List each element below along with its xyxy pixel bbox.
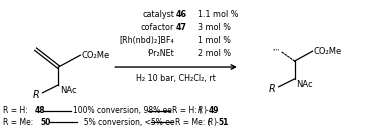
Text: CO₂Me: CO₂Me xyxy=(81,51,110,60)
Text: R: R xyxy=(269,84,276,94)
Text: 50: 50 xyxy=(40,118,51,127)
Text: 100% conversion, 98% ee: 100% conversion, 98% ee xyxy=(73,106,172,115)
Text: [Rh(nbd)₂]BF₄: [Rh(nbd)₂]BF₄ xyxy=(119,36,174,45)
Text: NAc: NAc xyxy=(60,86,77,95)
Text: '''': '''' xyxy=(272,49,280,54)
Text: CO₂Me: CO₂Me xyxy=(313,47,342,56)
Text: R = Me: (: R = Me: ( xyxy=(175,118,211,127)
Text: R = Me:: R = Me: xyxy=(3,118,35,127)
Text: R = H:: R = H: xyxy=(3,106,30,115)
Text: 46: 46 xyxy=(176,10,187,19)
Text: H₂ 10 bar, CH₂Cl₂, rt: H₂ 10 bar, CH₂Cl₂, rt xyxy=(136,74,216,83)
Text: 49: 49 xyxy=(209,106,219,115)
Text: 1.1 mol %: 1.1 mol % xyxy=(198,10,239,19)
Text: 3 mol %: 3 mol % xyxy=(198,23,231,32)
Text: ⁱPr₂NEt: ⁱPr₂NEt xyxy=(147,49,174,58)
Text: )-: )- xyxy=(203,106,209,115)
Text: cofactor: cofactor xyxy=(141,23,174,32)
Text: 51: 51 xyxy=(219,118,229,127)
Text: R = H: (: R = H: ( xyxy=(172,106,202,115)
Text: 5% conversion, <5% ee: 5% conversion, <5% ee xyxy=(79,118,175,127)
Text: )-: )- xyxy=(213,118,218,127)
Text: 48: 48 xyxy=(34,106,45,115)
Text: R: R xyxy=(33,90,39,100)
Text: 1 mol %: 1 mol % xyxy=(198,36,231,45)
Text: 47: 47 xyxy=(176,23,187,32)
Text: NAc: NAc xyxy=(297,80,313,89)
Text: catalyst: catalyst xyxy=(142,10,174,19)
Text: R: R xyxy=(198,106,203,115)
Text: 2 mol %: 2 mol % xyxy=(198,49,231,58)
Text: R: R xyxy=(208,118,213,127)
